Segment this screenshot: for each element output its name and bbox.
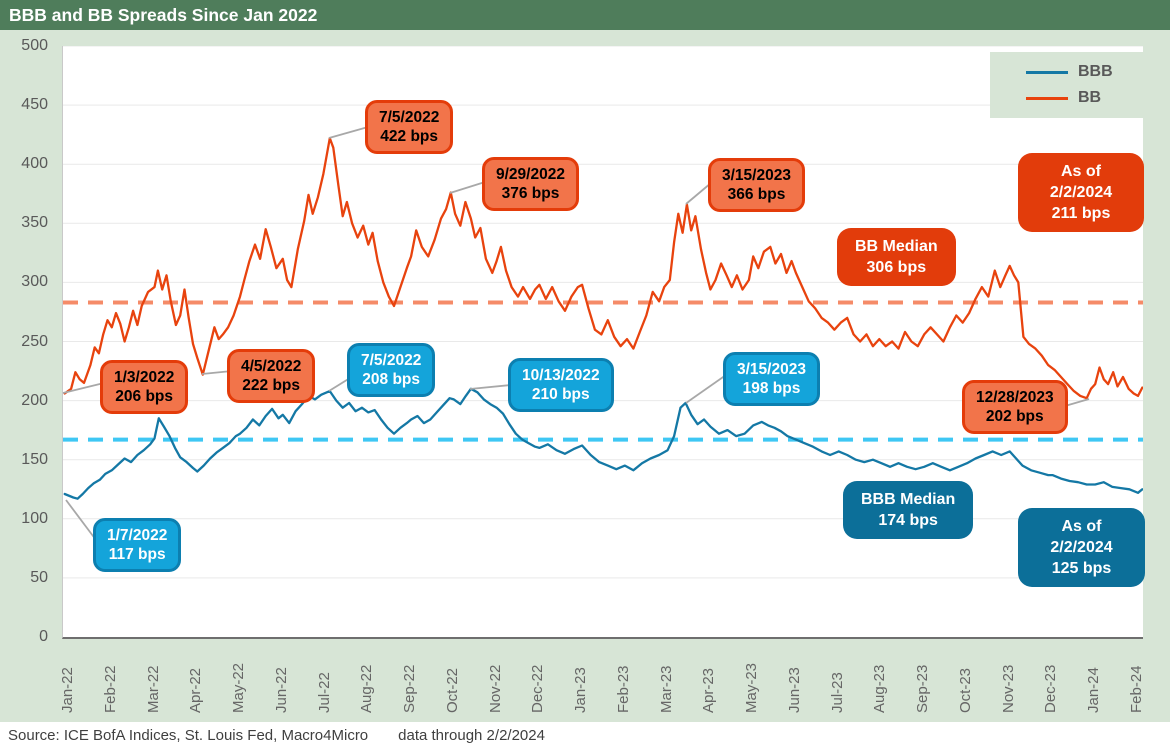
callout-date: 2/2/2024: [1049, 184, 1113, 201]
chart-title-bar: BBB and BB Spreads Since Jan 2022: [0, 0, 1170, 30]
callout-label: As of: [1061, 163, 1101, 180]
page-title: BBB and BB Spreads Since Jan 2022: [9, 5, 318, 25]
x-axis-label: Nov-22: [486, 664, 504, 713]
callout-date: 9/29/2022: [496, 166, 565, 183]
x-axis-label: Jul-22: [315, 672, 333, 713]
bb-line-swatch: [1026, 96, 1068, 100]
callout-value: 208 bps: [362, 371, 421, 388]
source-note: Source: ICE BofA Indices, St. Louis Fed,…: [8, 727, 369, 744]
callout-date: 1/7/2022: [107, 527, 168, 544]
callout-date: 2/2/2024: [1050, 539, 1113, 556]
x-axis-label: Mar-22: [144, 665, 162, 713]
callout-date: 12/28/2023: [976, 389, 1054, 406]
y-axis-label: 500: [21, 37, 48, 54]
legend-label-bb: BB: [1078, 89, 1102, 106]
callout-value: 117 bps: [108, 546, 166, 563]
legend: BBB BB: [990, 52, 1170, 118]
callout-value: 210 bps: [531, 386, 590, 403]
plot-area: [62, 46, 1143, 639]
callout-bb-as-of: As of 2/2/2024 211 bps: [1018, 153, 1144, 232]
x-axis-label: Nov-23: [999, 664, 1017, 713]
callout-value: 202 bps: [985, 408, 1044, 425]
callout-bb-2023-12-28: 12/28/2023 202 bps: [962, 380, 1068, 434]
callout-bb-median: BB Median 306 bps: [837, 228, 956, 286]
x-axis-label: Apr-22: [187, 667, 205, 713]
callout-date: 7/5/2022: [379, 109, 440, 126]
x-axis-label: Jan-23: [572, 667, 590, 713]
callout-value: 174 bps: [878, 512, 938, 529]
callout-bbb-2022-07-05: 7/5/2022 208 bps: [347, 343, 436, 397]
callout-bbb-2022-10-13: 10/13/2022 210 bps: [508, 358, 614, 412]
callout-bb-2022-09-29: 9/29/2022 376 bps: [482, 157, 579, 211]
callout-label: BBB Median: [861, 491, 956, 508]
y-axis-label: 100: [21, 509, 48, 527]
x-axis-label: Jan-22: [59, 667, 76, 713]
y-axis-label: 250: [21, 332, 48, 350]
callout-bb-2022-04-05: 4/5/2022 222 bps: [227, 349, 316, 403]
x-axis-label: Oct-22: [443, 667, 461, 713]
x-axis-label: Aug-23: [871, 664, 889, 713]
x-axis-label: Jun-22: [272, 667, 290, 713]
x-axis-label: Sep-23: [914, 664, 932, 713]
x-axis-label: Mar-23: [657, 665, 675, 713]
footer: Source: ICE BofA Indices, St. Louis Fed,…: [0, 722, 1170, 749]
callout-value: 306 bps: [866, 259, 927, 276]
callout-bbb-median: BBB Median 174 bps: [843, 481, 974, 539]
x-axis-label: Feb-23: [614, 665, 632, 713]
series-plot: [63, 46, 1143, 579]
x-axis-label: Feb-24: [1128, 665, 1145, 713]
x-axis-label: Jul-23: [828, 672, 846, 713]
x-axis-label: Feb-22: [101, 665, 119, 713]
y-axis-label: 0: [39, 628, 48, 645]
chart-canvas: 0 50 100 150 200 250 300 350 400 450 500 Jan-22 Feb…: [0, 30, 1170, 722]
callout-date: 3/15/2023: [722, 167, 791, 184]
callout-value: 125 bps: [1051, 560, 1112, 577]
y-axis-label: 50: [30, 568, 48, 586]
callout-date: 4/5/2022: [241, 358, 302, 375]
callout-date: 1/3/2022: [114, 369, 175, 386]
bbb-line-swatch: [1026, 70, 1068, 74]
callout-bbb-as-of: As of 2/2/2024 125 bps: [1018, 508, 1145, 587]
x-axis-label: Aug-22: [358, 664, 376, 713]
callout-value: 366 bps: [727, 186, 786, 203]
callout-value: 198 bps: [742, 380, 801, 397]
y-axis-label: 400: [21, 155, 48, 173]
y-axis-label: 350: [21, 214, 48, 232]
callout-date: 7/5/2022: [361, 352, 422, 369]
legend-item-bbb: BBB: [990, 63, 1170, 81]
x-axis-label: Apr-23: [700, 667, 718, 713]
legend-item-bb: BB: [990, 89, 1170, 107]
legend-label-bbb: BBB: [1078, 63, 1113, 80]
callout-value: 422 bps: [380, 128, 439, 145]
y-axis-label: 150: [21, 450, 48, 468]
callout-label: BB Median: [855, 238, 938, 255]
callout-label: As of: [1061, 518, 1102, 535]
callout-bbb-2023-03-15: 3/15/2023 198 bps: [723, 352, 820, 406]
callout-bb-2023-03-15: 3/15/2023 366 bps: [708, 158, 805, 212]
callout-date: 3/15/2023: [737, 361, 806, 378]
x-axis-label: Oct-23: [956, 667, 974, 713]
y-axis-label: 300: [21, 273, 48, 291]
y-axis-label: 200: [21, 391, 48, 409]
x-axis-label: Dec-22: [529, 664, 547, 713]
callout-value: 206 bps: [115, 388, 174, 405]
x-axis-label: Dec-23: [1042, 664, 1060, 713]
x-axis-label: Jun-23: [785, 667, 803, 713]
y-axis-label: 450: [21, 96, 48, 114]
callout-value: 376 bps: [501, 185, 560, 202]
x-axis-label: Sep-22: [401, 664, 419, 713]
x-axis-label: Jan-24: [1085, 667, 1103, 713]
callout-value: 211 bps: [1051, 205, 1111, 222]
x-axis-label: May-23: [743, 662, 761, 713]
callout-date: 10/13/2022: [522, 367, 600, 384]
data-through-note: data through 2/2/2024: [398, 727, 545, 744]
callout-bb-2022-01-03: 1/3/2022 206 bps: [100, 360, 189, 414]
callout-bb-2022-07-05: 7/5/2022 422 bps: [365, 100, 454, 154]
callout-value: 222 bps: [242, 377, 301, 394]
x-axis-label: May-22: [230, 662, 248, 713]
callout-bbb-2022-01-07: 1/7/2022 117 bps: [93, 518, 182, 572]
